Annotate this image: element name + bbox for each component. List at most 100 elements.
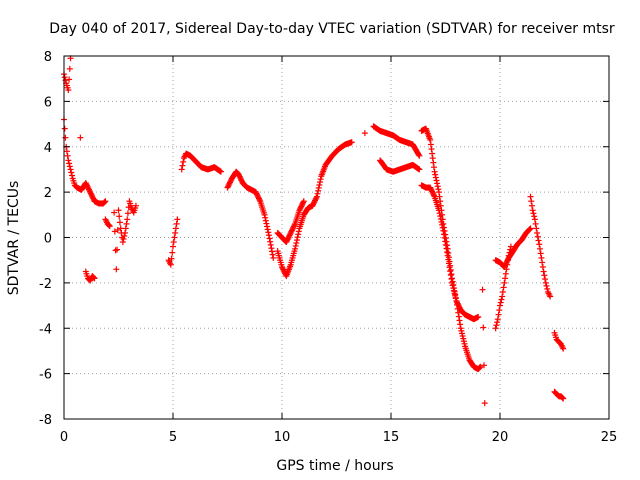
data-point bbox=[542, 279, 549, 286]
data-point bbox=[174, 216, 181, 223]
x-tick-label: 20 bbox=[492, 430, 509, 445]
data-point bbox=[265, 232, 272, 239]
x-tick-label: 0 bbox=[60, 430, 68, 445]
data-point bbox=[123, 220, 130, 227]
data-point bbox=[531, 216, 538, 223]
x-axis-label: GPS time / hours bbox=[276, 458, 393, 474]
data-point bbox=[317, 176, 324, 183]
data-point bbox=[261, 211, 268, 218]
data-point bbox=[124, 210, 131, 217]
y-axis-label: SDTVAR / TECUs bbox=[6, 181, 22, 296]
data-point bbox=[429, 150, 436, 157]
data-point bbox=[457, 321, 464, 328]
data-point bbox=[66, 163, 73, 170]
data-point bbox=[456, 317, 463, 324]
data-point bbox=[560, 395, 567, 402]
data-point bbox=[437, 216, 444, 223]
data-point bbox=[121, 232, 128, 239]
data-point bbox=[501, 279, 508, 286]
data-point bbox=[68, 172, 75, 179]
data-point bbox=[497, 299, 504, 306]
data-point bbox=[502, 270, 509, 277]
data-point bbox=[540, 268, 547, 275]
data-point bbox=[445, 260, 452, 267]
data-point bbox=[313, 194, 320, 201]
data-point bbox=[480, 324, 487, 331]
data-point bbox=[533, 225, 540, 232]
data-point bbox=[217, 168, 224, 175]
data-point bbox=[494, 319, 501, 326]
data-point bbox=[172, 225, 179, 232]
data-point bbox=[444, 249, 451, 256]
data-point bbox=[313, 193, 320, 200]
data-point bbox=[64, 152, 71, 159]
data-point bbox=[447, 268, 454, 275]
data-point bbox=[178, 166, 185, 173]
grid-lines bbox=[64, 56, 609, 419]
y-tick-labels: -8 -6 -4 -2 0 2 4 6 8 bbox=[39, 50, 52, 428]
data-point bbox=[455, 313, 462, 320]
y-tick-label: 8 bbox=[44, 50, 52, 65]
data-point bbox=[534, 233, 541, 240]
data-point bbox=[106, 223, 113, 230]
data-point bbox=[415, 151, 422, 158]
data-point bbox=[62, 77, 69, 84]
data-point bbox=[526, 226, 533, 233]
data-point bbox=[316, 181, 323, 188]
data-point bbox=[167, 261, 174, 268]
data-point bbox=[435, 207, 442, 214]
data-point bbox=[440, 231, 447, 238]
data-point bbox=[527, 225, 534, 232]
data-point bbox=[264, 223, 271, 230]
x-tick-label: 15 bbox=[383, 430, 400, 445]
data-point bbox=[111, 209, 118, 216]
data-point bbox=[440, 227, 447, 234]
data-point bbox=[448, 275, 455, 282]
data-point bbox=[427, 136, 434, 143]
data-point bbox=[479, 286, 486, 293]
data-point bbox=[528, 202, 535, 209]
data-point bbox=[544, 285, 551, 292]
data-point bbox=[537, 250, 544, 257]
data-point bbox=[500, 284, 507, 291]
data-point bbox=[502, 275, 509, 282]
data-point bbox=[65, 87, 72, 94]
data-point bbox=[122, 225, 129, 232]
y-tick-label: -8 bbox=[39, 413, 52, 428]
data-point bbox=[535, 237, 542, 244]
data-point bbox=[446, 264, 453, 271]
data-point bbox=[539, 263, 546, 270]
x-tick-label: 5 bbox=[169, 430, 177, 445]
data-point bbox=[265, 229, 272, 236]
data-point bbox=[90, 274, 97, 281]
y-tick-label: -6 bbox=[39, 368, 52, 383]
data-point bbox=[267, 241, 274, 248]
data-point bbox=[316, 179, 323, 186]
data-point bbox=[530, 210, 537, 217]
data-point bbox=[172, 229, 179, 236]
data-point bbox=[434, 180, 441, 187]
data-point bbox=[507, 243, 514, 250]
data-point bbox=[476, 364, 483, 371]
axis-ticks bbox=[63, 55, 610, 420]
data-point bbox=[475, 313, 482, 320]
y-tick-label: 4 bbox=[44, 141, 52, 156]
y-tick-label: 0 bbox=[44, 232, 52, 247]
data-point bbox=[314, 190, 321, 197]
data-point bbox=[534, 229, 541, 236]
data-point bbox=[122, 229, 129, 236]
data-point bbox=[114, 246, 121, 253]
data-point bbox=[442, 241, 449, 248]
data-point bbox=[295, 231, 302, 238]
data-point bbox=[536, 241, 543, 248]
data-point bbox=[541, 272, 548, 279]
data-point bbox=[291, 222, 298, 229]
data-point bbox=[428, 146, 435, 153]
y-tick-label: -4 bbox=[39, 322, 52, 337]
data-point bbox=[437, 198, 444, 205]
data-point bbox=[169, 249, 176, 256]
data-point bbox=[539, 259, 546, 266]
data-point bbox=[180, 158, 187, 165]
